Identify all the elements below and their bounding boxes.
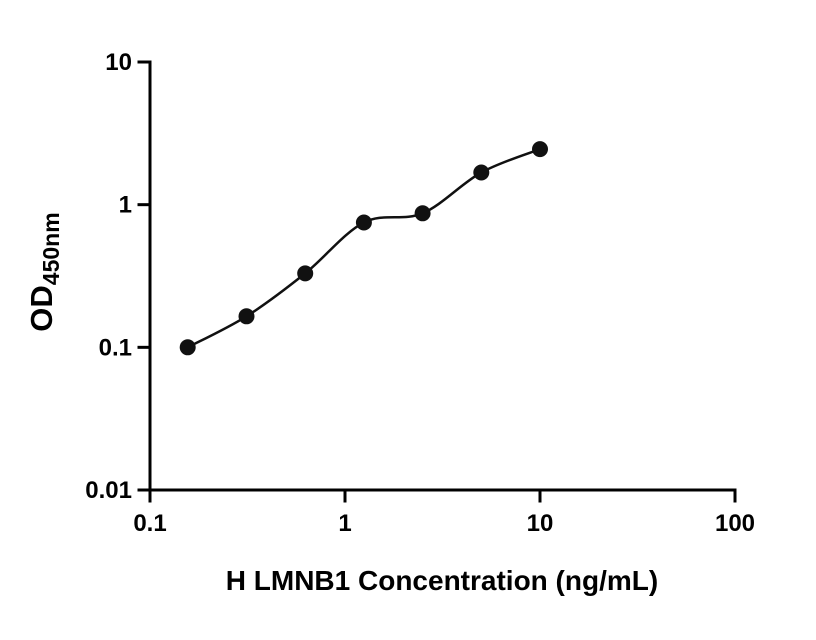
data-point <box>355 214 372 231</box>
data-point <box>473 164 490 181</box>
x-tick-label: 0.1 <box>133 510 166 537</box>
y-axis-title: OD450nm <box>24 212 64 331</box>
x-axis-title: H LMNB1 Concentration (ng/mL) <box>226 565 658 596</box>
x-tick-label: 10 <box>527 510 554 537</box>
data-point <box>532 141 548 158</box>
y-tick-label: 0.01 <box>85 477 132 504</box>
data-point <box>297 265 314 282</box>
y-axis-title-main: OD <box>24 285 59 332</box>
data-point <box>238 308 255 325</box>
x-tick-label: 100 <box>715 510 755 537</box>
y-axis-title-sub: 450nm <box>38 212 64 285</box>
y-tick-label: 1 <box>119 192 132 219</box>
data-point <box>414 205 431 222</box>
x-tick-label: 1 <box>338 510 351 537</box>
y-tick-label: 0.1 <box>99 334 132 361</box>
y-tick-label: 10 <box>105 49 132 76</box>
data-point <box>179 339 196 356</box>
